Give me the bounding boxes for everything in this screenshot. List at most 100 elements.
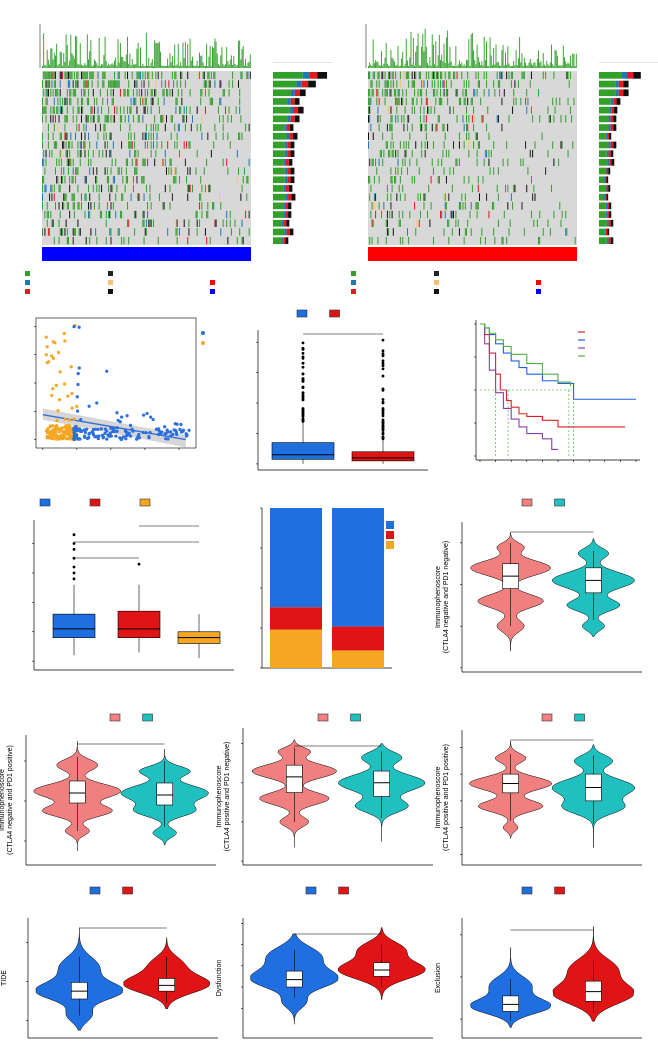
mutation-cell [77, 167, 79, 175]
scatter-point [124, 428, 128, 432]
scatter-point [56, 350, 61, 355]
mutation-cell [108, 106, 110, 114]
mutation-cell [445, 89, 447, 97]
mutation-cell [134, 167, 136, 175]
legend-swatch [142, 713, 153, 722]
mutation-cell [500, 71, 502, 80]
panel-J: Immunophenoscore (CTLA4 positive and PD1 … [435, 713, 642, 866]
mutation-cell [369, 176, 371, 184]
scatter-point [55, 418, 59, 423]
mutation-cell [453, 167, 455, 175]
mutation-cell [442, 149, 444, 158]
tmb-bar [46, 49, 48, 68]
mutation-cell [82, 106, 84, 114]
scatter-point [76, 436, 81, 441]
mutation-cell [510, 80, 512, 88]
tmb-bar [189, 38, 191, 68]
tmb-bar [513, 60, 515, 68]
scatter-point [56, 409, 60, 413]
mutation-cell [385, 89, 387, 97]
sample-bar [273, 237, 282, 244]
mutation-cell [409, 210, 411, 219]
scatter-point [85, 427, 89, 431]
mutation-cell [493, 202, 495, 210]
mutation-cell [424, 149, 426, 158]
survival-curve [480, 323, 558, 450]
tmb-bar [195, 65, 197, 68]
scatter-point [85, 436, 90, 441]
tmb-bar [568, 63, 570, 68]
sample-bar [627, 72, 634, 79]
mutation-cell [245, 123, 247, 132]
scatter-point [163, 432, 167, 436]
mutation-cell [214, 123, 216, 132]
mutation-cell [170, 167, 172, 175]
mutation-cell [395, 89, 397, 97]
mutation-cell [104, 167, 106, 175]
mutation-cell [156, 132, 158, 140]
mutation-cell [419, 193, 421, 201]
outlier-point [381, 420, 385, 424]
mutation-cell [161, 80, 163, 88]
mutation-cell [150, 149, 152, 158]
mutation-cell [65, 97, 67, 106]
tmb-bar [180, 62, 182, 68]
mutation-cell [80, 149, 82, 158]
mutation-cell [70, 97, 72, 106]
mutation-cell [51, 71, 53, 80]
sample-bar [288, 211, 292, 218]
mutation-cell [378, 202, 380, 210]
outlier-point [301, 419, 305, 423]
tmb-bar [408, 65, 410, 68]
mutation-cell [209, 184, 211, 193]
mutation-cell [77, 97, 79, 106]
scatter-point [45, 361, 49, 365]
mutation-cell [208, 71, 210, 80]
sample-bar [290, 176, 295, 184]
mutation-cell [398, 219, 400, 227]
mutation-cell [96, 184, 98, 193]
mutation-cell [49, 193, 51, 201]
mutation-cell [565, 210, 567, 219]
mutation-cell [136, 167, 138, 175]
mutation-cell [520, 158, 522, 167]
mutation-cell [83, 89, 85, 97]
mutation-cell [66, 89, 68, 97]
mutation-cell [204, 184, 206, 193]
panel-H: Immunophenoscore (CTLA4 negative and PD1 … [0, 713, 216, 866]
tmb-bar [404, 63, 406, 68]
mutation-cell [64, 123, 66, 132]
tmb-bar [476, 44, 478, 68]
tmb-bar [434, 64, 436, 68]
mutation-cell [143, 219, 145, 227]
tmb-bar [91, 65, 93, 68]
mutation-cell [170, 115, 172, 123]
scatter-point [44, 429, 48, 433]
mutation-cell [481, 228, 483, 236]
mutation-cell [95, 228, 97, 236]
tmb-bar [122, 56, 124, 68]
mutation-cell [478, 193, 480, 201]
outlier-point [72, 577, 76, 581]
mutation-cell [72, 167, 74, 175]
mutation-cell [456, 158, 458, 167]
mutation-cell [530, 106, 532, 114]
sample-bar [285, 211, 289, 218]
tmb-bar [109, 65, 111, 68]
sample-bar [609, 106, 612, 114]
mutation-cell [390, 80, 392, 88]
sample-bar [605, 167, 607, 175]
mutation-cell [64, 97, 66, 106]
mutation-cell [386, 228, 388, 236]
mutation-cell [53, 236, 55, 245]
mutation-cell [403, 123, 405, 132]
mutation-cell [380, 149, 382, 158]
sample-bar [286, 132, 290, 140]
sample-bar [273, 115, 288, 123]
sample-bar [605, 228, 608, 236]
mutation-cell [171, 115, 173, 123]
mutation-cell [206, 80, 208, 88]
mutation-cell [497, 167, 499, 175]
tmb-bar [435, 41, 437, 68]
tmb-bar [93, 59, 95, 68]
